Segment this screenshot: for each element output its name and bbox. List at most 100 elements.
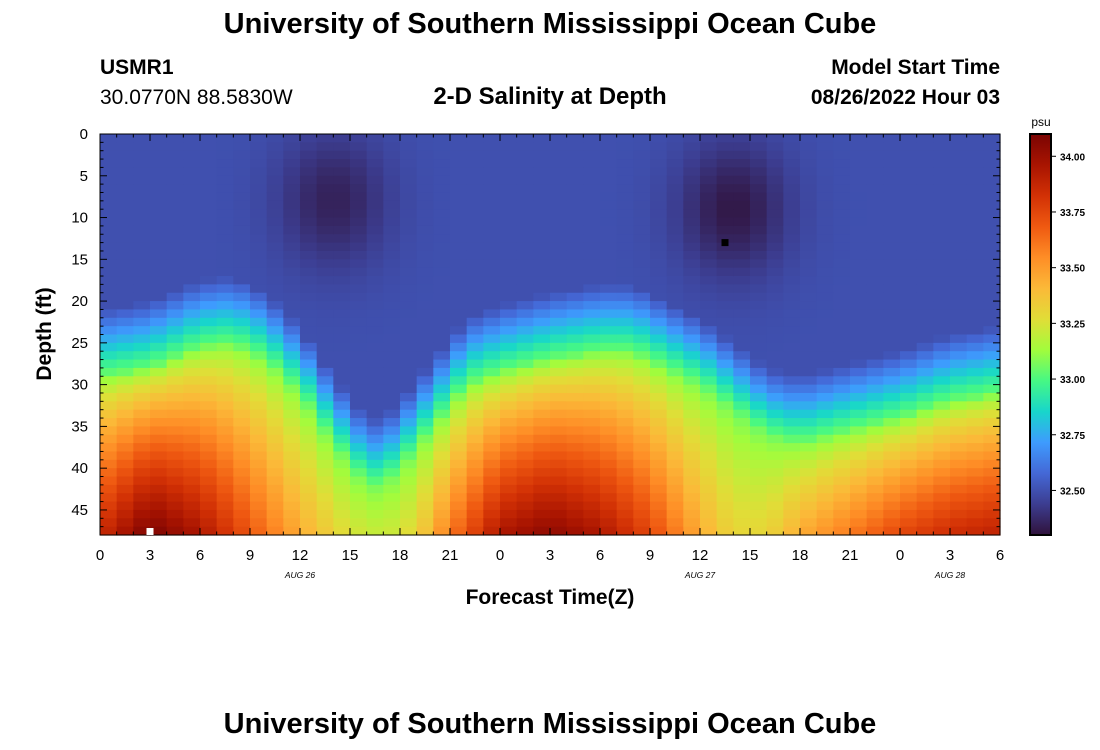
heatmap-cell: [616, 509, 634, 519]
heatmap-cell: [100, 518, 118, 528]
heatmap-cell: [950, 209, 968, 219]
heatmap-cell: [866, 426, 884, 436]
heatmap-cell: [783, 292, 801, 302]
heatmap-cell: [616, 476, 634, 486]
heatmap-cell: [950, 401, 968, 411]
heatmap-cell: [383, 468, 401, 478]
heatmap-cell: [633, 276, 651, 285]
heatmap-cell: [850, 376, 868, 386]
heatmap-cell: [633, 259, 651, 269]
heatmap-cell: [750, 434, 768, 444]
heatmap-cell: [183, 476, 201, 486]
heatmap-cell: [766, 476, 784, 486]
heatmap-cell: [783, 284, 801, 294]
heatmap-cell: [200, 200, 218, 210]
heatmap-cell: [100, 192, 118, 202]
heatmap-cell: [800, 209, 818, 219]
heatmap-cell: [950, 384, 968, 394]
heatmap-cell: [683, 409, 701, 419]
heatmap-cell: [166, 342, 184, 352]
heatmap-cell: [266, 367, 284, 377]
heatmap-cell: [266, 401, 284, 411]
heatmap-cell: [750, 259, 768, 269]
heatmap-cell: [216, 309, 234, 319]
heatmap-cell: [650, 159, 668, 169]
heatmap-cell: [300, 134, 318, 143]
heatmap-cell: [400, 309, 418, 319]
heatmap-cell: [166, 234, 184, 244]
heatmap-cell: [383, 167, 401, 177]
heatmap-cell: [750, 409, 768, 419]
heatmap-cell: [433, 392, 451, 402]
heatmap-cell: [433, 476, 451, 486]
heatmap-cell: [666, 276, 684, 285]
heatmap-cell: [416, 317, 434, 327]
heatmap-cell: [150, 409, 168, 419]
heatmap-cell: [516, 225, 534, 235]
heatmap-cell: [850, 159, 868, 169]
heatmap-cell: [283, 159, 301, 169]
heatmap-cell: [850, 426, 868, 436]
heatmap-cell: [416, 434, 434, 444]
heatmap-cell: [966, 401, 984, 411]
heatmap-cell: [433, 309, 451, 319]
heatmap-cell: [500, 426, 518, 436]
heatmap-cell: [800, 392, 818, 402]
heatmap-cell: [666, 434, 684, 444]
heatmap-cell: [916, 342, 934, 352]
heatmap-cell: [583, 184, 601, 194]
heatmap-cell: [983, 359, 1001, 369]
heatmap-cell: [316, 342, 334, 352]
heatmap-cell: [650, 184, 668, 194]
heatmap-cell: [533, 267, 551, 277]
heatmap-cell: [633, 284, 651, 294]
heatmap-cell: [616, 342, 634, 352]
heatmap-cell: [333, 292, 351, 302]
heatmap-cell: [783, 217, 801, 227]
heatmap-cell: [866, 292, 884, 302]
heatmap-cell: [716, 309, 734, 319]
heatmap-cell: [883, 142, 901, 152]
heatmap-cell: [550, 518, 568, 528]
heatmap-cell: [383, 217, 401, 227]
heatmap-cell: [916, 317, 934, 327]
heatmap-cell: [183, 359, 201, 369]
heatmap-cell: [133, 451, 151, 461]
heatmap-cell: [266, 159, 284, 169]
heatmap-cell: [483, 518, 501, 528]
heatmap-cell: [483, 301, 501, 311]
heatmap-cell: [500, 409, 518, 419]
heatmap-cell: [316, 476, 334, 486]
heatmap-cell: [633, 134, 651, 143]
heatmap-cell: [933, 501, 951, 511]
heatmap-cell: [116, 192, 134, 202]
heatmap-cell: [850, 301, 868, 311]
heatmap-cell: [416, 376, 434, 386]
heatmap-cell: [666, 234, 684, 244]
heatmap-cell: [500, 184, 518, 194]
heatmap-cell: [966, 501, 984, 511]
heatmap-cell: [166, 451, 184, 461]
heatmap-cell: [916, 167, 934, 177]
heatmap-cell: [466, 476, 484, 486]
heatmap-cell: [833, 142, 851, 152]
heatmap-cell: [783, 468, 801, 478]
heatmap-cell: [733, 276, 751, 285]
heatmap-cell: [766, 334, 784, 344]
heatmap-cell: [416, 501, 434, 511]
heatmap-cell: [866, 150, 884, 160]
heatmap-cell: [616, 276, 634, 285]
heatmap-cell: [950, 167, 968, 177]
heatmap-cell: [416, 392, 434, 402]
heatmap-cell: [750, 509, 768, 519]
heatmap-cell: [333, 217, 351, 227]
heatmap-cell: [600, 401, 618, 411]
heatmap-cell: [733, 317, 751, 327]
heatmap-cell: [566, 409, 584, 419]
heatmap-cell: [400, 234, 418, 244]
heatmap-cell: [400, 367, 418, 377]
heatmap-cell: [766, 134, 784, 143]
heatmap-cell: [900, 209, 918, 219]
heatmap-cell: [233, 184, 251, 194]
